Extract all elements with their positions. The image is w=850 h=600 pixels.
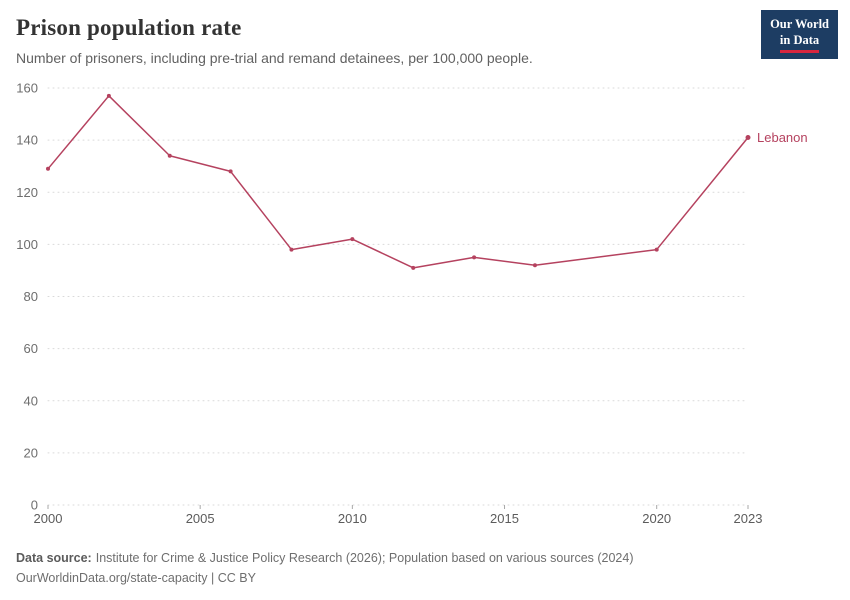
footer-divider: |: [207, 571, 218, 585]
svg-text:2010: 2010: [338, 511, 367, 526]
svg-text:2023: 2023: [734, 511, 763, 526]
chart-header: Prison population rate Number of prisone…: [0, 0, 850, 66]
svg-text:80: 80: [24, 289, 38, 304]
svg-text:2015: 2015: [490, 511, 519, 526]
svg-text:160: 160: [16, 81, 38, 96]
data-source-line: Data source: Institute for Crime & Justic…: [16, 548, 834, 568]
svg-text:60: 60: [24, 341, 38, 356]
svg-text:100: 100: [16, 237, 38, 252]
owid-logo[interactable]: Our World in Data: [761, 10, 838, 59]
owid-logo-line1: Our World: [770, 17, 829, 31]
chart-subtitle: Number of prisoners, including pre-trial…: [16, 50, 533, 66]
license-line: OurWorldinData.org/state-capacity | CC B…: [16, 568, 834, 588]
data-source-label: Data source:: [16, 551, 92, 565]
svg-text:40: 40: [24, 393, 38, 408]
owid-url-link[interactable]: OurWorldinData.org/state-capacity: [16, 571, 208, 585]
svg-text:140: 140: [16, 133, 38, 148]
line-chart: 0 20 40 60 80 100 120 140 160 2000 2005 2010 2015 202…: [16, 81, 808, 527]
svg-text:2020: 2020: [642, 511, 671, 526]
data-source-text: Institute for Crime & Justice Policy Res…: [95, 551, 634, 565]
svg-text:2005: 2005: [186, 511, 215, 526]
chart-title: Prison population rate: [16, 15, 242, 40]
svg-text:120: 120: [16, 185, 38, 200]
svg-text:20: 20: [24, 445, 38, 460]
owid-logo-line2: in Data: [779, 32, 820, 53]
svg-text:0: 0: [31, 498, 38, 513]
series-end-label: Lebanon: [757, 130, 808, 145]
svg-text:2000: 2000: [34, 511, 63, 526]
cc-by-link[interactable]: CC BY: [217, 571, 256, 585]
chart-footer: Data source: Institute for Crime & Justic…: [0, 546, 850, 600]
chart-area: 0 20 40 60 80 100 120 140 160 2000 2005 2010 2015 202…: [0, 66, 850, 546]
